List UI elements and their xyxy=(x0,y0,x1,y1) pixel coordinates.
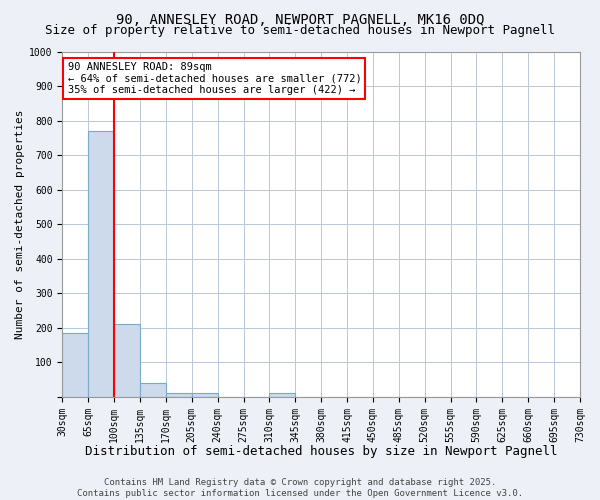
Text: Contains HM Land Registry data © Crown copyright and database right 2025.
Contai: Contains HM Land Registry data © Crown c… xyxy=(77,478,523,498)
Text: 90, ANNESLEY ROAD, NEWPORT PAGNELL, MK16 0DQ: 90, ANNESLEY ROAD, NEWPORT PAGNELL, MK16… xyxy=(116,12,484,26)
Text: Size of property relative to semi-detached houses in Newport Pagnell: Size of property relative to semi-detach… xyxy=(45,24,555,37)
Bar xyxy=(114,324,140,397)
Bar xyxy=(88,131,114,397)
X-axis label: Distribution of semi-detached houses by size in Newport Pagnell: Distribution of semi-detached houses by … xyxy=(85,444,557,458)
Y-axis label: Number of semi-detached properties: Number of semi-detached properties xyxy=(15,110,25,339)
Bar xyxy=(269,394,295,397)
Text: 90 ANNESLEY ROAD: 89sqm
← 64% of semi-detached houses are smaller (772)
35% of s: 90 ANNESLEY ROAD: 89sqm ← 64% of semi-de… xyxy=(68,62,361,95)
Bar xyxy=(166,394,192,397)
Bar xyxy=(140,383,166,397)
Bar xyxy=(62,333,88,397)
Bar xyxy=(192,394,218,397)
